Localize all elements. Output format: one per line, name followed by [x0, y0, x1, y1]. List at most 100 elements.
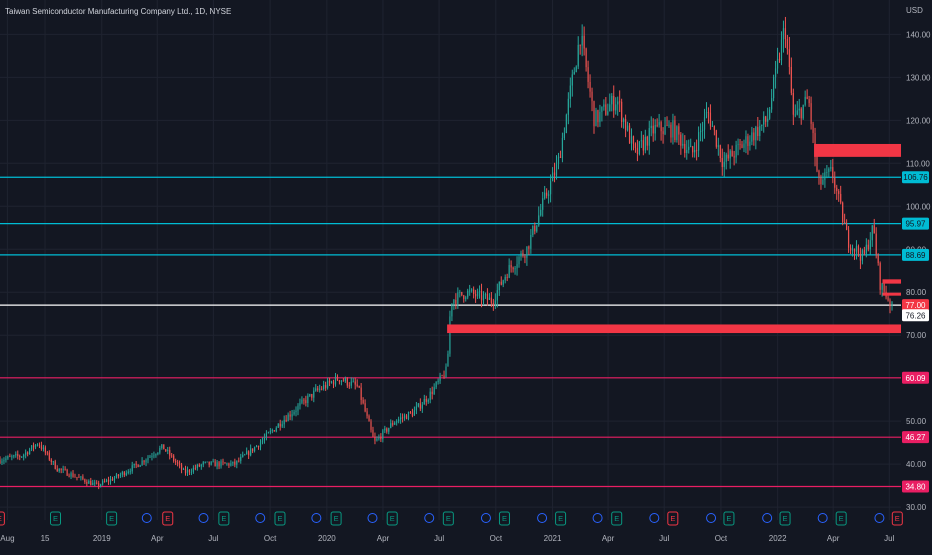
candle-body: [713, 126, 715, 131]
candle-body: [772, 77, 775, 99]
candle-body: [498, 281, 500, 291]
dividend-marker: [649, 513, 660, 523]
earnings-marker: [667, 511, 679, 526]
candle-body: [253, 447, 256, 452]
candle-body: [842, 202, 844, 223]
candle-body: [182, 468, 185, 470]
earnings-marker-label: E: [670, 514, 675, 523]
time-tick-label: Apr: [602, 534, 615, 543]
candle-body: [597, 110, 599, 123]
candle-body: [792, 92, 794, 115]
candle-body: [459, 291, 461, 293]
grid: [0, 0, 901, 520]
candle-body: [778, 58, 781, 61]
level-label: 77.00: [905, 301, 926, 310]
candle-body: [133, 463, 135, 466]
time-tick-label: Jul: [434, 534, 444, 543]
candle-body: [769, 109, 771, 119]
candle-body: [759, 126, 761, 136]
candle-body: [476, 291, 479, 297]
candle-body: [847, 229, 850, 248]
candle-body: [435, 381, 437, 388]
candle-body: [346, 378, 348, 386]
level-label: 88.69: [905, 251, 926, 260]
candle-body: [362, 399, 364, 404]
candle-body: [473, 289, 475, 294]
candle-body: [765, 116, 767, 122]
candle-body: [358, 385, 360, 388]
level-label-box: [902, 217, 929, 230]
candle-body: [569, 85, 571, 99]
candle-body: [522, 252, 524, 256]
candle-body: [131, 465, 133, 472]
earnings-marker-label: E: [895, 514, 900, 523]
candle-body: [364, 403, 366, 412]
candle-body: [25, 452, 27, 455]
candle-body: [401, 417, 404, 419]
candle-body: [374, 436, 376, 441]
candle-body: [169, 450, 171, 456]
candle-body: [244, 454, 246, 456]
earnings-marker: [386, 511, 398, 526]
candle-body: [609, 104, 611, 112]
candle-body: [86, 482, 88, 484]
time-axis[interactable]: Aug 15 2019 Apr Jul Oct 2020 Apr Jul Oct 2021 Apr Ju…: [0, 534, 894, 543]
candle-body: [705, 112, 708, 118]
candle-body: [147, 457, 149, 461]
candle-body: [455, 299, 457, 304]
dividend-marker: [198, 513, 209, 523]
candle-body: [242, 454, 244, 457]
candle-body: [115, 474, 118, 478]
candle-body: [103, 481, 106, 482]
last-price-box: [902, 309, 929, 322]
candle-body: [601, 106, 603, 112]
candle-body: [453, 299, 455, 304]
candle-body: [830, 167, 832, 169]
candle-body: [626, 125, 629, 131]
candle-body: [48, 452, 50, 460]
candle-body: [275, 427, 277, 432]
earnings-marker-label: E: [221, 514, 226, 523]
candle-body: [0, 459, 1, 463]
candle-body: [526, 246, 528, 258]
dividend-marker: [817, 513, 828, 523]
candle-body: [624, 118, 627, 131]
candle-body: [119, 474, 121, 477]
candle-body: [60, 468, 62, 470]
candle-body: [469, 290, 471, 292]
candle-body: [246, 451, 248, 455]
candle-body: [46, 452, 48, 454]
level-label-box: [902, 480, 929, 493]
candle-body: [403, 415, 406, 418]
candle-body: [733, 156, 735, 158]
candle-body: [196, 464, 198, 469]
dividend-marker: [537, 513, 548, 523]
candle-body: [717, 145, 719, 147]
candle-body: [798, 108, 800, 111]
candle-body: [135, 463, 137, 465]
candle-body: [297, 405, 299, 411]
candle-body: [761, 124, 763, 127]
candle-body: [100, 484, 102, 487]
candle-body: [694, 149, 696, 153]
resistance-zone: [447, 324, 901, 334]
candle-body: [559, 156, 562, 159]
candle-body: [50, 459, 52, 462]
price-tick-label: 80.00: [906, 288, 927, 297]
candle-body: [372, 429, 374, 437]
time-tick-label: Oct: [264, 534, 277, 543]
candle-body: [382, 430, 384, 440]
candle-body: [230, 463, 232, 466]
candle-body: [175, 460, 177, 463]
candle-body: [151, 456, 153, 458]
candle-body: [240, 456, 242, 461]
candle-body: [111, 478, 114, 481]
candle-body: [751, 132, 753, 142]
candle-body: [107, 480, 110, 482]
candle-body: [92, 482, 94, 486]
candle-body: [447, 353, 449, 367]
candle-body: [741, 144, 743, 148]
candle-body: [463, 295, 465, 299]
